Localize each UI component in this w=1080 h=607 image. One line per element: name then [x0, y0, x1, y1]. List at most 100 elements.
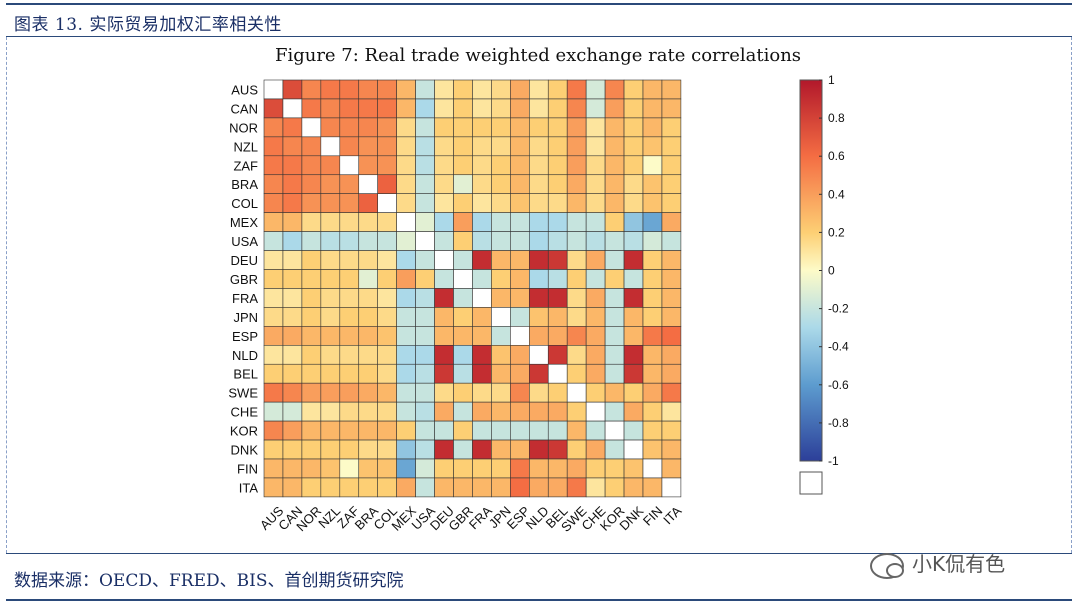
heatmap-cell-col-nor	[301, 193, 322, 213]
heatmap-cell-dnk-bel	[547, 439, 568, 460]
heatmap-cell-bel-che	[585, 363, 606, 384]
heatmap-cell-ita-col	[377, 477, 397, 498]
heatmap-cell-bra-kor	[604, 174, 625, 195]
heatmap-cell-mex-fra	[472, 212, 492, 232]
heatmap-cell-can-zaf	[339, 98, 360, 119]
heatmap-cell-bel-jpn	[491, 363, 511, 384]
heatmap-cell-bel-bel	[547, 363, 568, 384]
heatmap-cell-dnk-nor	[301, 439, 322, 460]
heatmap-cell-ita-jpn	[491, 477, 511, 498]
heatmap-cell-mex-can	[282, 212, 303, 232]
heatmap-cell-dnk-ita	[661, 439, 682, 460]
heatmap-cell-nld-nor	[301, 344, 322, 365]
heatmap-cell-bra-dnk	[623, 174, 644, 195]
heatmap-cell-bra-fin	[642, 174, 663, 195]
heatmap-cell-bra-bra	[358, 174, 379, 195]
heatmap-cell-deu-aus	[263, 250, 284, 270]
heatmap-cell-col-esp	[510, 193, 530, 213]
heatmap-cell-esp-bra	[358, 326, 379, 346]
heatmap-cell-nzl-bel	[547, 136, 568, 157]
heatmap-cell-nld-bra	[358, 344, 379, 365]
heatmap-cell-can-mex	[396, 98, 416, 119]
heatmap-cell-esp-fra	[472, 326, 492, 346]
heatmap-cell-nld-fin	[642, 344, 663, 365]
heatmap-cell-esp-bel	[547, 326, 568, 346]
heatmap-cell-nld-usa	[415, 344, 435, 365]
heatmap-cell-gbr-jpn	[491, 269, 511, 289]
heatmap-cell-dnk-usa	[415, 439, 435, 460]
heatmap-cell-bra-ita	[661, 174, 682, 195]
heatmap-cell-mex-che	[585, 212, 606, 232]
heatmap-cell-swe-usa	[415, 382, 435, 403]
heatmap-cell-nor-fra	[472, 117, 492, 138]
heatmap-cell-bel-nld	[528, 363, 549, 384]
heatmap-cell-dnk-col	[377, 439, 397, 460]
heatmap-cell-kor-fra	[472, 420, 492, 441]
heatmap-cell-che-can	[282, 401, 303, 422]
heatmap-cell-swe-che	[585, 382, 606, 403]
row-label-nld: NLD	[232, 348, 258, 363]
heatmap-cell-zaf-fra	[472, 155, 492, 176]
heatmap-cell-zaf-bra	[358, 155, 379, 176]
heatmap-cell-che-bra	[358, 401, 379, 422]
heatmap-cell-jpn-can	[282, 307, 303, 327]
heatmap-cell-nzl-aus	[263, 136, 284, 157]
heatmap-cell-che-usa	[415, 401, 435, 422]
heatmap-cell-gbr-nzl	[320, 269, 341, 289]
heatmap-cell-nld-ita	[661, 344, 682, 365]
heatmap-cell-nld-can	[282, 344, 303, 365]
heatmap-cell-gbr-gbr	[453, 269, 473, 289]
heatmap-cell-kor-usa	[415, 420, 435, 441]
heatmap-cell-che-gbr	[453, 401, 473, 422]
heatmap-cell-dnk-fra	[472, 439, 492, 460]
heatmap-cell-deu-usa	[415, 250, 435, 270]
heatmap-cell-zaf-che	[585, 155, 606, 176]
heatmap-cell-bel-dnk	[623, 363, 644, 384]
heatmap-cell-nor-deu	[434, 117, 454, 138]
heatmap-cell-nor-zaf	[339, 117, 360, 138]
chart-title: Figure 7: Real trade weighted exchange r…	[275, 45, 801, 66]
heatmap-cell-ita-nld	[528, 477, 549, 498]
heatmap-cell-kor-dnk	[623, 420, 644, 441]
heatmap-cell-kor-zaf	[339, 420, 360, 441]
heatmap-cell-nld-bel	[547, 344, 568, 365]
heatmap-cell-mex-nor	[301, 212, 322, 232]
heatmap-cell-usa-can	[282, 231, 303, 251]
heatmap-cell-bra-nld	[528, 174, 549, 195]
heatmap-cell-can-che	[585, 98, 606, 119]
heatmap-cell-fin-jpn	[491, 458, 511, 479]
heatmap-cell-fin-che	[585, 458, 606, 479]
heatmap-cell-dnk-can	[282, 439, 303, 460]
figure-caption: 图表 13. 实际贸易加权汇率相关性	[14, 15, 282, 35]
heatmap-cell-fra-zaf	[339, 288, 360, 308]
heatmap-cell-aus-can	[282, 79, 303, 100]
heatmap-cell-bel-mex	[396, 363, 416, 384]
heatmap-cell-che-dnk	[623, 401, 644, 422]
heatmap-cell-mex-nld	[528, 212, 549, 232]
heatmap-cell-gbr-aus	[263, 269, 284, 289]
heatmap-cell-can-gbr	[453, 98, 473, 119]
heatmap-cell-fra-esp	[510, 288, 530, 308]
heatmap-cell-usa-zaf	[339, 231, 360, 251]
heatmap-cell-nzl-usa	[415, 136, 435, 157]
heatmap-cell-swe-bel	[547, 382, 568, 403]
heatmap-cell-swe-nld	[528, 382, 549, 403]
heatmap-cell-col-che	[585, 193, 606, 213]
heatmap-cell-nld-zaf	[339, 344, 360, 365]
heatmap-cell-nld-nzl	[320, 344, 341, 365]
heatmap-cell-nor-aus	[263, 117, 284, 138]
heatmap-cell-dnk-nld	[528, 439, 549, 460]
heatmap-cell-fin-nor	[301, 458, 322, 479]
heatmap-cell-nzl-nzl	[320, 136, 341, 157]
heatmap-cell-fra-usa	[415, 288, 435, 308]
heatmap-cell-aus-usa	[415, 79, 435, 100]
heatmap-cell-swe-fra	[472, 382, 492, 403]
heatmap-cell-jpn-zaf	[339, 307, 360, 327]
heatmap-cell-kor-aus	[263, 420, 284, 441]
heatmap-cell-gbr-usa	[415, 269, 435, 289]
heatmap-cell-nzl-zaf	[339, 136, 360, 157]
heatmap-cell-gbr-esp	[510, 269, 530, 289]
heatmap-cell-nld-dnk	[623, 344, 644, 365]
heatmap-cell-nld-jpn	[491, 344, 511, 365]
heatmap-cell-nor-che	[585, 117, 606, 138]
